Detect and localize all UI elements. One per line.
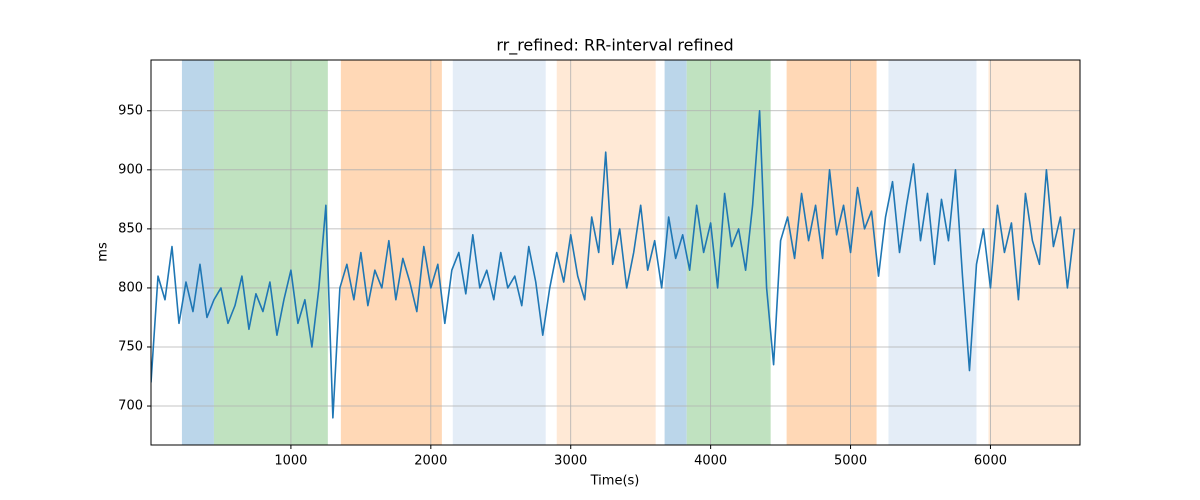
x-tick-label: 3000 [554,454,587,469]
shaded-span [213,60,328,445]
plot-area [151,109,1076,419]
shaded-span [888,60,977,445]
shaded-span [181,60,214,445]
y-tick-label: 750 [118,339,143,354]
x-tick-label: 6000 [974,454,1007,469]
shaded-span [452,60,546,445]
y-tick-label: 850 [118,221,143,236]
spans [181,60,1080,445]
shaded-span [988,60,1080,445]
y-tick-label: 800 [118,280,143,295]
x-tick-label: 1000 [274,454,307,469]
shaded-span [556,60,656,445]
y-tick-label: 950 [118,103,143,118]
data-line [151,109,1076,419]
chart-title: rr_refined: RR-interval refined [496,36,733,56]
shaded-span [340,60,442,445]
labels: 1000 2000 3000 4000 5000 6000 700 750 800 850 900 9… [118,103,1007,468]
x-tick-label: 2000 [414,454,447,469]
x-axis-label: Time(s) [590,474,640,489]
shaded-span [686,60,771,445]
shaded-span [664,60,687,445]
axes-frame [150,59,1081,446]
y-axis-label: ms [96,242,111,262]
x-tick-label: 5000 [834,454,867,469]
y-tick-label: 900 [118,162,143,177]
shaded-span [786,60,877,445]
x-tick-label: 4000 [694,454,727,469]
y-tick-label: 700 [118,399,143,414]
